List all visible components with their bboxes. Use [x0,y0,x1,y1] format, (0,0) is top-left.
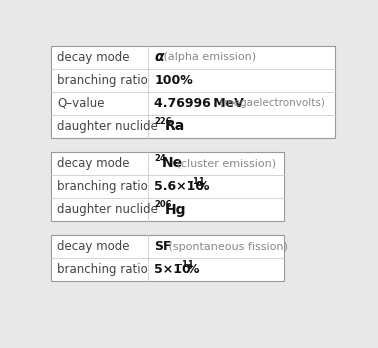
Text: α: α [154,50,164,64]
Text: (cluster emission): (cluster emission) [173,158,276,168]
Text: −11: −11 [186,177,205,186]
Bar [51,46,335,138]
Text: %: % [186,263,199,276]
Text: daughter nuclide: daughter nuclide [57,203,158,216]
Text: 226: 226 [154,117,172,126]
Text: %: % [197,180,209,193]
Text: SF: SF [154,240,172,253]
Bar [51,235,284,281]
Bar [51,152,284,221]
Text: branching ratio: branching ratio [57,263,148,276]
Text: 5×10: 5×10 [154,263,191,276]
Text: Hg: Hg [165,203,186,216]
Text: decay mode: decay mode [57,240,130,253]
Text: 206: 206 [154,200,172,209]
Text: branching ratio: branching ratio [57,74,148,87]
Text: daughter nuclide: daughter nuclide [57,120,158,133]
Text: 5.6×10: 5.6×10 [154,180,204,193]
Text: Ra: Ra [165,119,185,134]
Text: 4.76996 MeV: 4.76996 MeV [154,97,244,110]
Text: (megaelectronvolts): (megaelectronvolts) [213,98,325,108]
Text: (spontaneous fission): (spontaneous fission) [165,242,288,252]
Text: branching ratio: branching ratio [57,180,148,193]
Text: 24: 24 [154,154,166,163]
Text: Ne: Ne [161,156,183,171]
Text: decay mode: decay mode [57,51,130,64]
Text: (alpha emission): (alpha emission) [160,52,256,62]
Text: Q–value: Q–value [57,97,105,110]
Text: decay mode: decay mode [57,157,130,170]
Text: 100%: 100% [154,74,193,87]
Text: −11: −11 [175,260,194,269]
